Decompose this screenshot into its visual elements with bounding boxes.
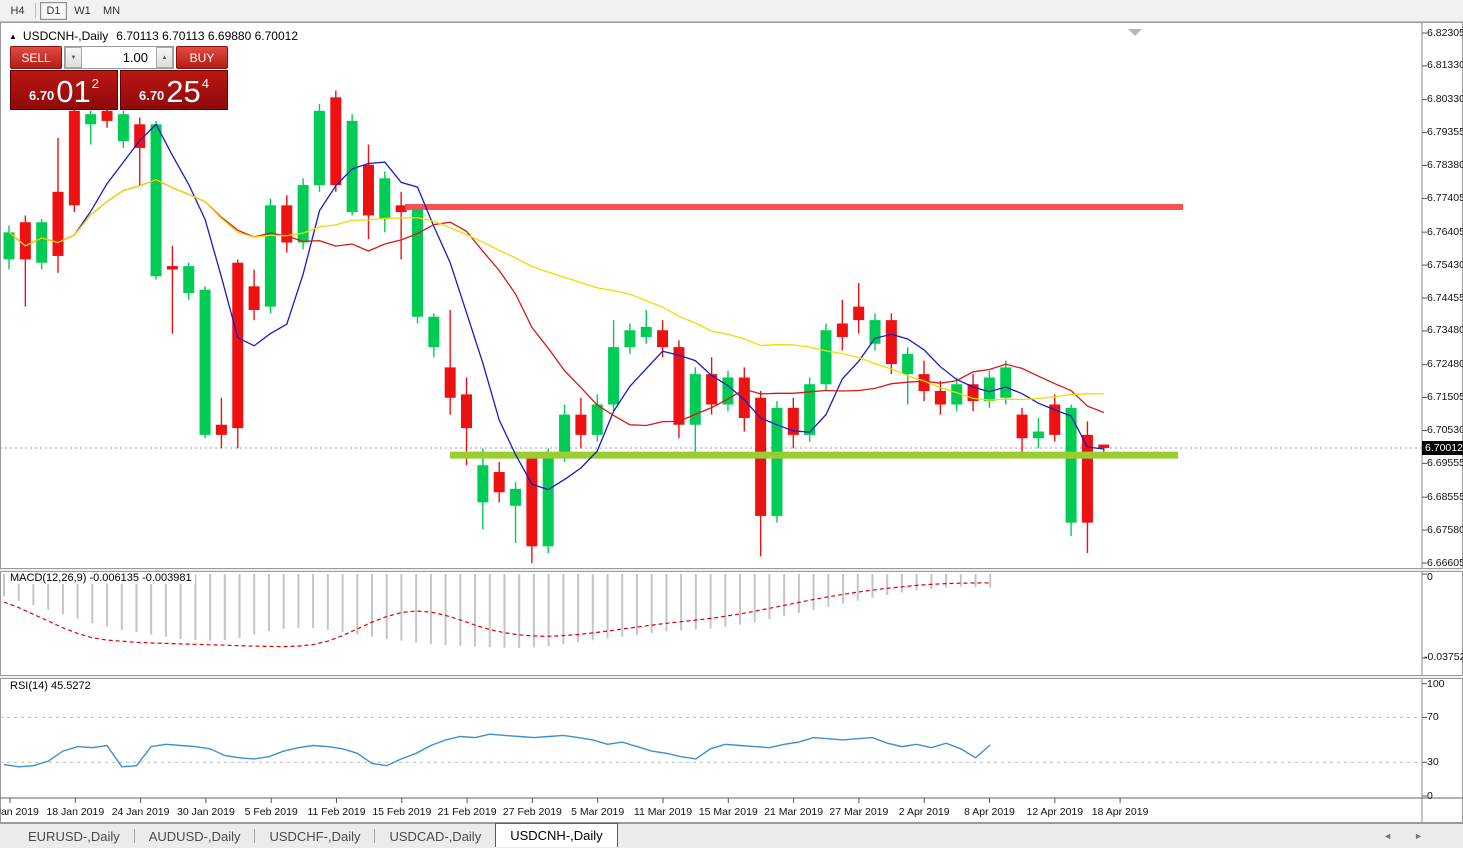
price-axis-label: 6.71505 [1427, 391, 1463, 404]
price-axis-label: 6.81330 [1427, 59, 1463, 72]
date-axis-label: 12 Apr 2019 [1026, 806, 1084, 818]
chart-tab-usdcnh[interactable]: USDCNH-,Daily [495, 822, 618, 847]
tab-separator [374, 829, 376, 843]
chart-tabs: EURUSD-,Daily AUDUSD-,Daily USDCHF-,Daily U… [14, 822, 618, 847]
chart-tab-bar: EURUSD-,Daily AUDUSD-,Daily USDCHF-,Daily U… [0, 822, 1463, 848]
price-axis-label: 6.79355 [1427, 126, 1463, 139]
macd-axis-zero-label: 0 [1427, 571, 1433, 583]
chart-title: ▲ USDCNH-,Daily 6.70113 6.70113 6.69880 … [9, 29, 298, 43]
macd-rsi-pane-separator[interactable] [0, 675, 1463, 679]
chevron-down-icon: ▼ [70, 54, 77, 61]
volume-spinner: ▼ 1.00 ▲ [64, 46, 174, 69]
bid-price-panel[interactable]: 6.70 01 2 [10, 70, 118, 110]
date-axis-label: 24 Jan 2019 [111, 806, 170, 818]
price-axis-label: 6.76405 [1427, 225, 1463, 238]
bid-price-pips: 01 [56, 74, 91, 109]
bid-price-base: 6.70 [28, 88, 55, 103]
ask-price-pips: 25 [166, 74, 201, 109]
price-axis-label: 6.75430 [1427, 258, 1463, 271]
price-axis-label: 6.73480 [1427, 324, 1463, 337]
price-axis-label: 6.70530 [1427, 424, 1463, 436]
price-axis-label: 6.82305 [1427, 26, 1463, 39]
price-axis-label: 6.78380 [1427, 159, 1463, 171]
date-axis-label: 18 Apr 2019 [1091, 806, 1149, 818]
chevron-up-icon: ▲ [161, 54, 168, 61]
price-axis-label: 6.74455 [1427, 291, 1463, 304]
timeframe-button-mn[interactable]: MN [102, 4, 121, 17]
date-axis-label: 2 Apr 2019 [898, 806, 950, 818]
macd-indicator-label: MACD(12,26,9) -0.006135 -0.003981 [7, 572, 195, 584]
current-price-label: 6.70012 [1422, 441, 1463, 455]
date-axis-label: 15 Feb 2019 [372, 806, 432, 818]
one-click-trade-widget: SELL ▼ 1.00 ▲ BUY 6.70 01 2 6.70 25 4 [10, 46, 228, 110]
ask-price-panel[interactable]: 6.70 25 4 [120, 70, 228, 110]
date-axis-label: 27 Feb 2019 [502, 806, 562, 818]
date-axis-label: 11 Feb 2019 [307, 806, 366, 818]
date-axis-label: 30 Jan 2019 [176, 806, 235, 818]
collapse-trade-panel-icon[interactable]: ▲ [9, 31, 17, 41]
sell-button[interactable]: SELL [10, 46, 62, 69]
price-axis-label: 6.72480 [1427, 358, 1463, 371]
bid-price-point: 2 [91, 76, 100, 91]
timeframe-button-h4[interactable]: H4 [10, 4, 25, 17]
price-axis-label: 6.68555 [1427, 490, 1463, 503]
tab-scroll-left-icon[interactable]: ◄ [1383, 831, 1393, 841]
date-axis-label: 11 Mar 2019 [633, 806, 693, 818]
date-axis-label: 5 Mar 2019 [571, 806, 625, 818]
date-axis-label: 5 Feb 2019 [244, 806, 298, 818]
rsi-axis-label: 100 [1427, 677, 1445, 690]
main-macd-pane-separator[interactable] [0, 568, 1463, 572]
date-axis-label: 21 Mar 2019 [764, 806, 824, 818]
date-axis-label: 8 Apr 2019 [964, 806, 1015, 818]
timeframe-toolbar: H4 D1 W1 MN [0, 0, 1463, 22]
tab-scroll-right-icon[interactable]: ► [1414, 831, 1423, 841]
rsi-axis-label: 0 [1427, 790, 1433, 802]
volume-decrease-button[interactable]: ▼ [65, 47, 82, 68]
chart-tab-eurusd[interactable]: EURUSD-,Daily [28, 828, 120, 844]
tab-separator [133, 829, 135, 843]
price-axis-label: 6.66605 [1427, 556, 1463, 569]
tab-separator [254, 829, 256, 843]
volume-increase-button[interactable]: ▲ [156, 47, 173, 68]
chart-symbol-label: USDCNH-,Daily [22, 29, 109, 43]
ask-price-base: 6.70 [138, 88, 165, 103]
macd-axis-min-label: -0.037529 [1424, 651, 1463, 663]
chart-ohlc-values: 6.70113 6.70113 6.69880 6.70012 [116, 29, 298, 43]
date-axis-label: 27 Mar 2019 [829, 806, 889, 818]
price-axis-label: 6.67580 [1427, 523, 1463, 536]
rsi-axis-label: 30 [1427, 756, 1439, 769]
price-axis-label: 6.80330 [1427, 93, 1463, 106]
price-axis-label: 6.77405 [1427, 191, 1463, 204]
timeframe-button-d1[interactable]: D1 [40, 1, 67, 20]
chart-tab-usdcad[interactable]: USDCAD-,Daily [389, 828, 482, 844]
date-axis-label: 21 Feb 2019 [437, 806, 497, 818]
rsi-axis-label: 70 [1427, 711, 1439, 724]
price-axis-label: 6.69555 [1427, 456, 1463, 469]
buy-button[interactable]: BUY [176, 46, 228, 69]
toolbar-divider [35, 3, 36, 18]
date-axis-label: 15 Mar 2019 [698, 806, 758, 818]
rsi-indicator-label: RSI(14) 45.5272 [7, 680, 94, 692]
date-axis-label: 14 Jan 2019 [0, 806, 39, 818]
ask-price-point: 4 [201, 76, 210, 91]
date-axis-label: 18 Jan 2019 [46, 806, 105, 818]
timeframe-button-w1[interactable]: W1 [74, 4, 91, 17]
volume-input[interactable]: 1.00 [122, 50, 148, 65]
chart-tab-usdchf[interactable]: USDCHF-,Daily [269, 828, 361, 844]
chart-tab-audusd[interactable]: AUDUSD-,Daily [148, 828, 241, 844]
